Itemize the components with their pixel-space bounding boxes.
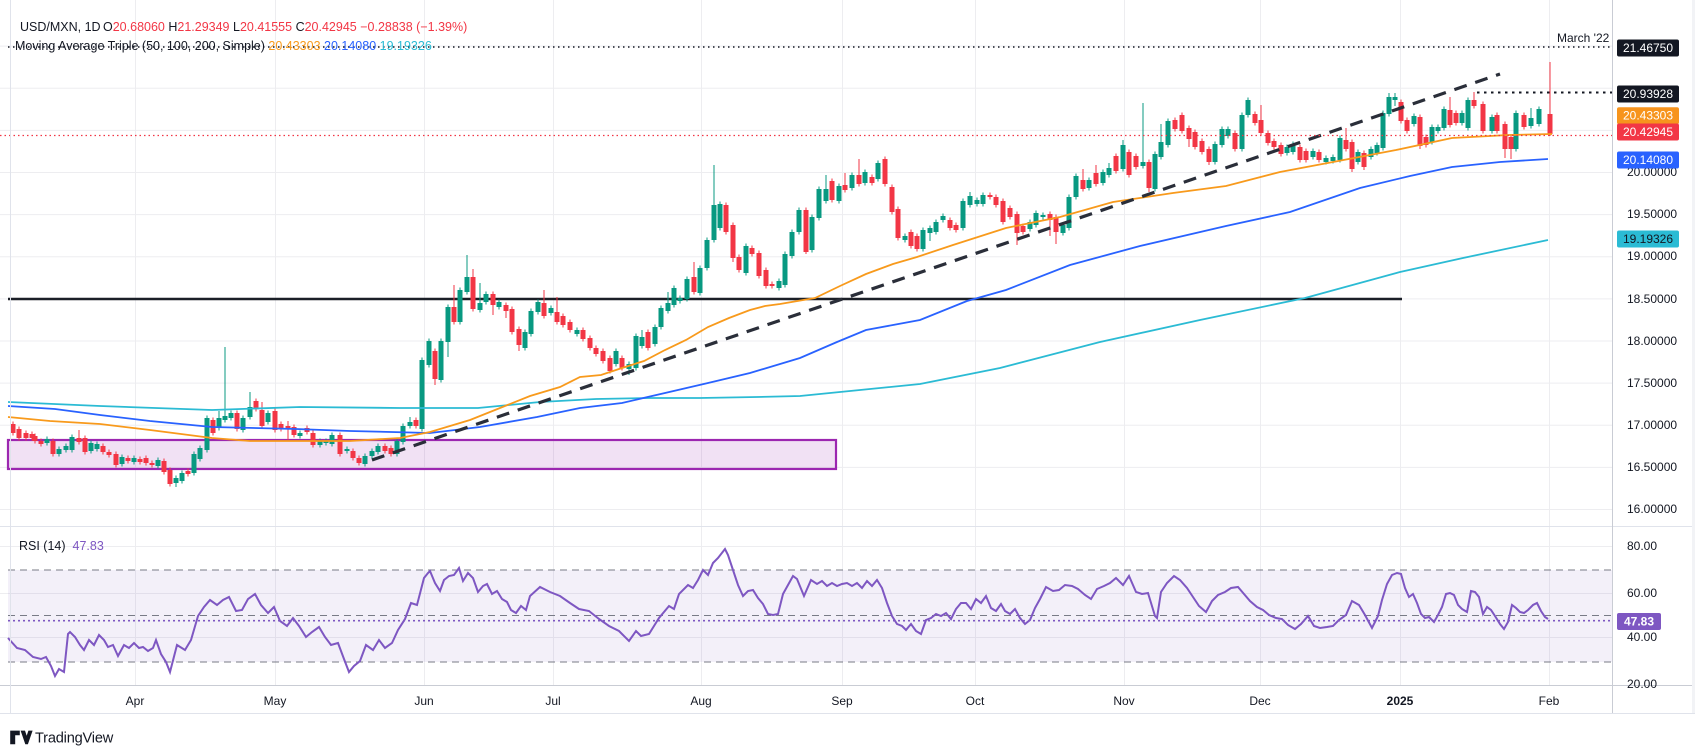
svg-text:20.93928: 20.93928: [1623, 87, 1673, 101]
svg-text:2025: 2025: [1387, 694, 1414, 708]
svg-text:20.00: 20.00: [1627, 677, 1657, 691]
svg-text:RSI (14) 47.83: RSI (14) 47.83: [19, 539, 104, 553]
svg-text:Aug: Aug: [690, 694, 711, 708]
svg-text:21.46750: 21.46750: [1623, 41, 1673, 55]
svg-text:Feb: Feb: [1539, 694, 1560, 708]
svg-text:Jul: Jul: [545, 694, 560, 708]
svg-text:Nov: Nov: [1113, 694, 1134, 708]
svg-text:Apr: Apr: [126, 694, 145, 708]
svg-text:Moving Average Triple (50, 100: Moving Average Triple (50, 100, 200, Sim…: [15, 39, 432, 53]
svg-text:18.00000: 18.00000: [1627, 334, 1677, 348]
svg-text:19.50000: 19.50000: [1627, 207, 1677, 221]
svg-text:March '22: March '22: [1557, 31, 1610, 45]
svg-text:18.50000: 18.50000: [1627, 292, 1677, 306]
svg-text:20.42945: 20.42945: [1623, 125, 1673, 139]
svg-text:19.19326: 19.19326: [1623, 232, 1673, 246]
svg-text:19.00000: 19.00000: [1627, 249, 1677, 263]
svg-text:60.00: 60.00: [1627, 586, 1657, 600]
svg-text:80.00: 80.00: [1627, 539, 1657, 553]
svg-text:47.83: 47.83: [1624, 615, 1654, 629]
svg-text:16.50000: 16.50000: [1627, 460, 1677, 474]
svg-text:20.14080: 20.14080: [1623, 153, 1673, 167]
svg-text:Jun: Jun: [414, 694, 433, 708]
svg-text:Oct: Oct: [966, 694, 985, 708]
svg-text:17.00000: 17.00000: [1627, 418, 1677, 432]
svg-text:Dec: Dec: [1249, 694, 1270, 708]
svg-text:Sep: Sep: [831, 694, 853, 708]
svg-text:17.50000: 17.50000: [1627, 376, 1677, 390]
svg-text:40.00: 40.00: [1627, 630, 1657, 644]
svg-text:TradingView: TradingView: [35, 731, 114, 747]
svg-text:May: May: [264, 694, 287, 708]
svg-text:20.43303: 20.43303: [1623, 109, 1673, 123]
svg-text:USD/MXN, 1D: USD/MXN, 1D: [20, 20, 101, 34]
svg-text:O20.68060 H21.29349 L20.4155: O20.68060 H21.29349 L20.41555 C20.42945 …: [103, 20, 467, 34]
svg-text:16.00000: 16.00000: [1627, 502, 1677, 516]
